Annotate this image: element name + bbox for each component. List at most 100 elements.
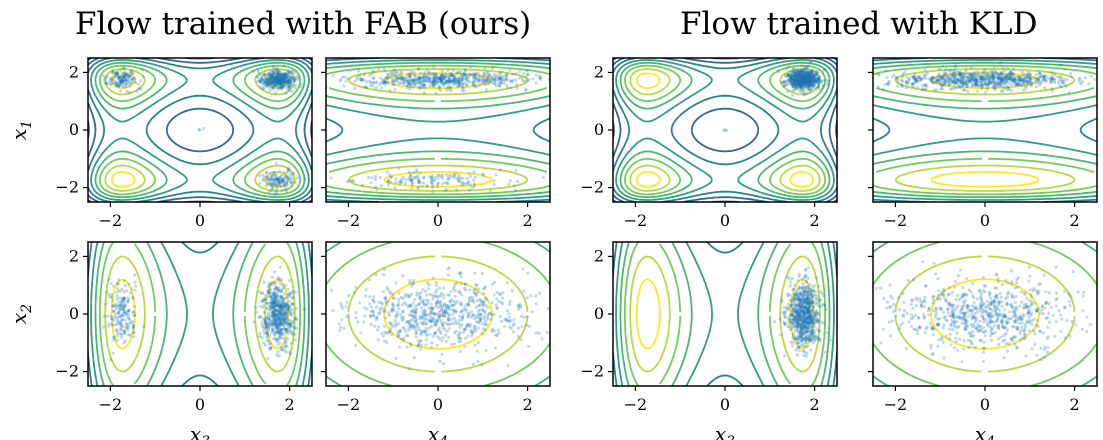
sample-point bbox=[803, 71, 807, 75]
sample-point bbox=[397, 82, 401, 86]
sample-point bbox=[111, 351, 115, 355]
sample-point bbox=[266, 333, 270, 337]
sample-point bbox=[805, 82, 810, 86]
sample-point bbox=[452, 76, 456, 80]
sample-point bbox=[1015, 83, 1019, 87]
sample-point bbox=[794, 311, 798, 315]
sample-point bbox=[432, 75, 436, 79]
sample-point bbox=[804, 336, 808, 340]
sample-point bbox=[402, 301, 407, 305]
sample-point bbox=[807, 296, 811, 300]
x-tick-label: −2 bbox=[884, 211, 908, 230]
sample-point bbox=[993, 87, 997, 91]
sample-point bbox=[270, 329, 275, 333]
sample-point bbox=[123, 79, 127, 83]
x-tick-label: 2 bbox=[523, 211, 533, 230]
sample-point bbox=[133, 313, 137, 317]
sample-point bbox=[284, 73, 288, 77]
sample-point bbox=[122, 329, 126, 333]
sample-point bbox=[794, 69, 798, 74]
sample-point bbox=[424, 322, 429, 327]
sample-point bbox=[425, 184, 429, 188]
sample-point bbox=[985, 79, 989, 83]
sample-point bbox=[804, 87, 808, 91]
sample-point bbox=[122, 290, 127, 294]
sample-point bbox=[930, 79, 934, 83]
sample-point bbox=[124, 79, 128, 83]
sample-point bbox=[958, 79, 962, 83]
sample-point bbox=[1029, 84, 1033, 88]
sample-point bbox=[122, 296, 126, 300]
sample-point bbox=[273, 295, 277, 299]
sample-point bbox=[374, 174, 378, 179]
sample-point bbox=[274, 78, 278, 82]
sample-point bbox=[274, 303, 278, 307]
sample-point bbox=[286, 81, 290, 85]
sample-point bbox=[788, 328, 793, 332]
sample-point bbox=[484, 323, 488, 327]
sample-point bbox=[796, 287, 801, 291]
sample-point bbox=[277, 78, 281, 82]
sample-point bbox=[414, 78, 418, 82]
sample-point bbox=[457, 272, 461, 276]
sample-point bbox=[924, 76, 928, 81]
sample-point bbox=[271, 80, 275, 85]
sample-point bbox=[279, 305, 283, 309]
sample-point bbox=[418, 314, 422, 318]
sample-point bbox=[992, 81, 996, 85]
sample-point bbox=[808, 76, 812, 80]
sample-point bbox=[800, 301, 805, 306]
sample-point bbox=[403, 181, 407, 186]
sample-point bbox=[476, 313, 480, 317]
sample-point bbox=[793, 77, 797, 81]
sample-point bbox=[267, 85, 271, 89]
sample-point bbox=[275, 319, 279, 323]
sample-point bbox=[1037, 71, 1041, 75]
sample-point bbox=[291, 76, 295, 80]
sample-point bbox=[789, 280, 793, 284]
sample-point bbox=[386, 287, 390, 292]
sample-point bbox=[465, 176, 469, 181]
sample-point bbox=[1050, 78, 1054, 82]
sample-point bbox=[302, 307, 306, 311]
sample-point bbox=[274, 182, 279, 186]
sample-point bbox=[439, 319, 443, 323]
sample-point bbox=[404, 303, 408, 307]
sample-point bbox=[517, 70, 522, 74]
sample-point bbox=[394, 181, 398, 185]
sample-point bbox=[255, 75, 260, 79]
sample-point bbox=[810, 333, 815, 337]
sample-point bbox=[369, 181, 373, 185]
sample-point bbox=[115, 334, 119, 338]
sample-point bbox=[958, 72, 962, 76]
sample-point bbox=[812, 317, 816, 321]
sample-point bbox=[283, 174, 287, 178]
sample-point bbox=[808, 81, 812, 85]
sample-point bbox=[813, 79, 817, 83]
sample-point bbox=[803, 287, 807, 291]
sample-point bbox=[432, 79, 436, 84]
sample-point bbox=[408, 322, 412, 326]
sample-point bbox=[280, 80, 284, 84]
contour-layer bbox=[326, 58, 550, 202]
sample-point bbox=[279, 305, 283, 309]
sample-point bbox=[434, 323, 439, 327]
sample-point bbox=[983, 76, 987, 80]
sample-point bbox=[993, 83, 997, 87]
sample-point bbox=[799, 322, 803, 326]
sample-point bbox=[790, 77, 794, 81]
sample-point bbox=[805, 310, 809, 314]
sample-point bbox=[435, 288, 439, 292]
sample-point bbox=[378, 311, 382, 315]
sample-point bbox=[440, 69, 444, 73]
sample-point bbox=[803, 78, 807, 82]
sample-point bbox=[808, 314, 812, 318]
sample-point bbox=[272, 71, 276, 75]
sample-point bbox=[793, 309, 798, 313]
sample-point bbox=[281, 318, 286, 322]
sample-point bbox=[802, 76, 806, 80]
sample-point bbox=[121, 80, 125, 85]
sample-point bbox=[270, 83, 274, 87]
sample-point bbox=[552, 179, 555, 182]
sample-point bbox=[276, 79, 280, 83]
